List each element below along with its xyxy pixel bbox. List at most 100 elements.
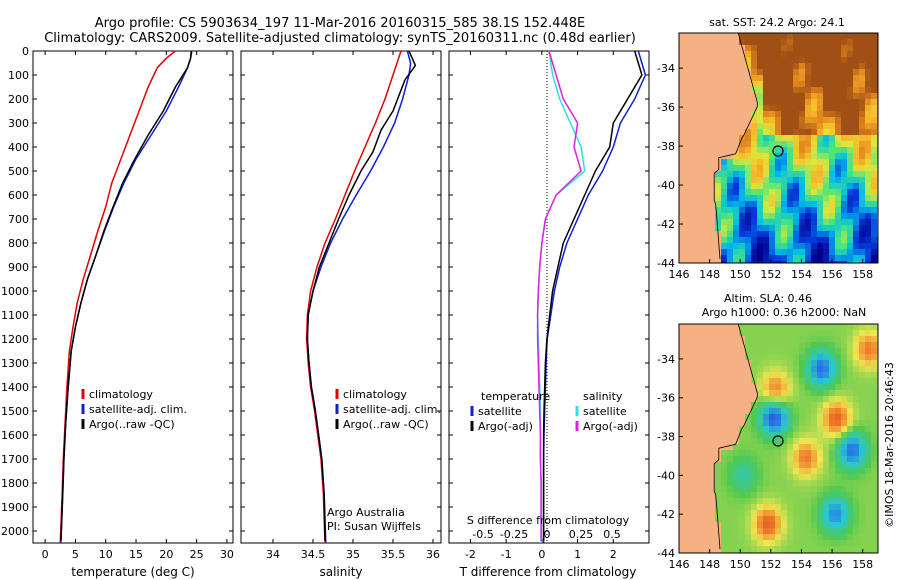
map-cell (811, 414, 817, 420)
map-cell (823, 366, 829, 372)
map-cell (793, 396, 799, 402)
map-cell (697, 468, 703, 474)
map-cell (817, 528, 823, 534)
map-cell (859, 201, 865, 207)
map-cell (721, 129, 727, 135)
map-cell (751, 39, 757, 45)
map-cell (775, 540, 781, 546)
map-cell (799, 75, 805, 81)
map-cell (841, 219, 847, 225)
map-cell (715, 219, 721, 225)
map-cell (811, 177, 817, 183)
map-cell (841, 135, 847, 141)
map-cell (829, 474, 835, 480)
map-cell (865, 390, 871, 396)
sla-map-panel: Altim. SLA: 0.46 Argo h1000: 0.36 h2000:… (657, 292, 879, 571)
map-cell (769, 402, 775, 408)
map-cell (859, 348, 865, 354)
salinity-frame (240, 50, 442, 544)
map-cell (727, 510, 733, 516)
map-cell (739, 87, 745, 93)
map-cell (847, 171, 853, 177)
map-cell (715, 57, 721, 63)
map-cell (829, 201, 835, 207)
map-cell (721, 207, 727, 213)
map-cell (829, 99, 835, 105)
map-cell (775, 111, 781, 117)
map-cell (829, 105, 835, 111)
map-cell (835, 99, 841, 105)
map-cell (847, 348, 853, 354)
map-cell (829, 135, 835, 141)
map-cell (787, 366, 793, 372)
map-cell (865, 165, 871, 171)
map-cell (799, 354, 805, 360)
map-cell (841, 516, 847, 522)
map-cell (841, 504, 847, 510)
map-cell (835, 402, 841, 408)
s-tick-label: 0.5 (603, 528, 621, 541)
map-y-tick-label: -40 (657, 469, 675, 482)
map-cell (697, 219, 703, 225)
map-cell (745, 438, 751, 444)
map-cell (829, 360, 835, 366)
map-cell (757, 534, 763, 540)
map-cell (835, 474, 841, 480)
map-cell (823, 384, 829, 390)
map-cell (811, 195, 817, 201)
map-cell (757, 243, 763, 249)
map-cell (739, 396, 745, 402)
map-cell (745, 450, 751, 456)
map-cell (757, 153, 763, 159)
map-cell (763, 243, 769, 249)
map-cell (835, 75, 841, 81)
map-cell (709, 474, 715, 480)
map-cell (823, 51, 829, 57)
map-cell (679, 75, 685, 81)
map-cell (787, 105, 793, 111)
map-cell (781, 237, 787, 243)
map-cell (799, 129, 805, 135)
map-cell (823, 45, 829, 51)
map-cell (805, 255, 811, 261)
map-cell (727, 255, 733, 261)
map-cell (775, 336, 781, 342)
map-cell (691, 201, 697, 207)
map-cell (829, 366, 835, 372)
legend-label: satellite (478, 405, 522, 418)
map-cell (775, 99, 781, 105)
map-cell (757, 99, 763, 105)
map-cell (847, 69, 853, 75)
map-x-tick-label: 158 (852, 558, 873, 571)
map-cell (739, 51, 745, 57)
map-cell (739, 342, 745, 348)
map-cell (685, 261, 691, 263)
map-cell (781, 396, 787, 402)
map-cell (697, 255, 703, 261)
map-cell (793, 39, 799, 45)
map-cell (871, 474, 877, 480)
map-cell (727, 201, 733, 207)
map-cell (805, 366, 811, 372)
map-cell (799, 123, 805, 129)
map-cell (829, 342, 835, 348)
map-cell (715, 474, 721, 480)
map-cell (703, 117, 709, 123)
map-cell (793, 450, 799, 456)
map-cell (805, 243, 811, 249)
map-cell (799, 33, 805, 39)
map-cell (769, 480, 775, 486)
map-cell (721, 39, 727, 45)
map-cell (781, 486, 787, 492)
map-cell (865, 225, 871, 231)
map-cell (805, 249, 811, 255)
map-cell (835, 123, 841, 129)
map-cell (721, 45, 727, 51)
map-cell (805, 492, 811, 498)
map-cell (811, 33, 817, 39)
map-cell (787, 336, 793, 342)
map-cell (697, 546, 703, 552)
map-cell (745, 153, 751, 159)
map-cell (715, 450, 721, 456)
map-cell (763, 219, 769, 225)
